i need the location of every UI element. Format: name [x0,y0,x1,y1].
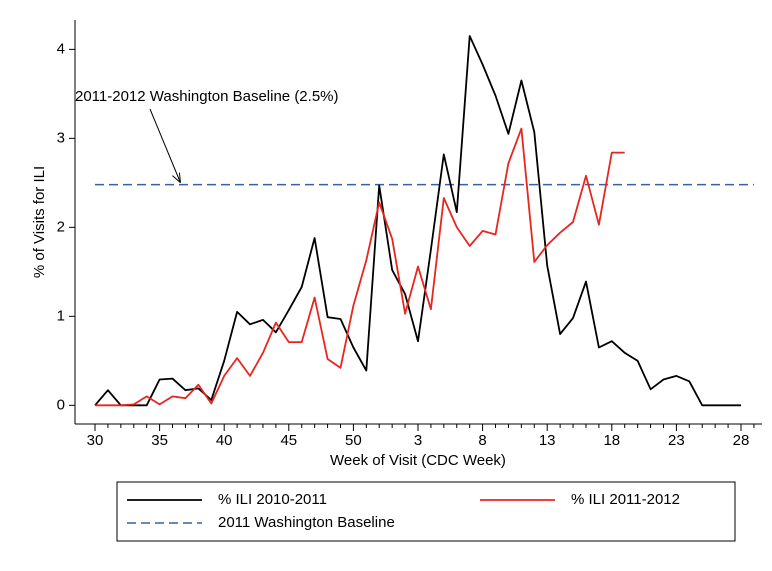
x-tick-label: 40 [216,432,233,449]
legend-label: 2011 Washington Baseline [218,514,395,531]
annotation-arrow [149,108,181,183]
x-tick-label: 50 [345,432,362,449]
y-tick-label: 4 [57,40,65,57]
y-tick-label: 2 [57,218,65,235]
y-tick-label: 3 [57,129,65,146]
y-axis-title: % of Visits for ILI [31,166,48,278]
arrow-head [172,172,181,184]
legend-label: % ILI 2010-2011 [218,491,327,508]
x-tick-label: 30 [87,432,104,449]
x-tick-label: 35 [151,432,168,449]
legend-box [116,481,736,542]
annotation: 2011-2012 Washington Baseline (2.5%) [75,88,339,105]
x-tick-label: 18 [603,432,620,449]
x-tick-label: 3 [414,432,422,449]
x-tick-label: 28 [733,432,750,449]
x-tick-label: 45 [280,432,297,449]
y-tick-label: 0 [57,396,65,413]
x-tick-label: 13 [539,432,556,449]
x-axis-title: Week of Visit (CDC Week) [330,452,506,469]
legend-label: % ILI 2011-2012 [571,491,680,508]
x-tick-label: 23 [668,432,685,449]
x-tick-label: 8 [478,432,486,449]
y-tick-label: 1 [57,307,65,324]
series-line [95,127,625,407]
